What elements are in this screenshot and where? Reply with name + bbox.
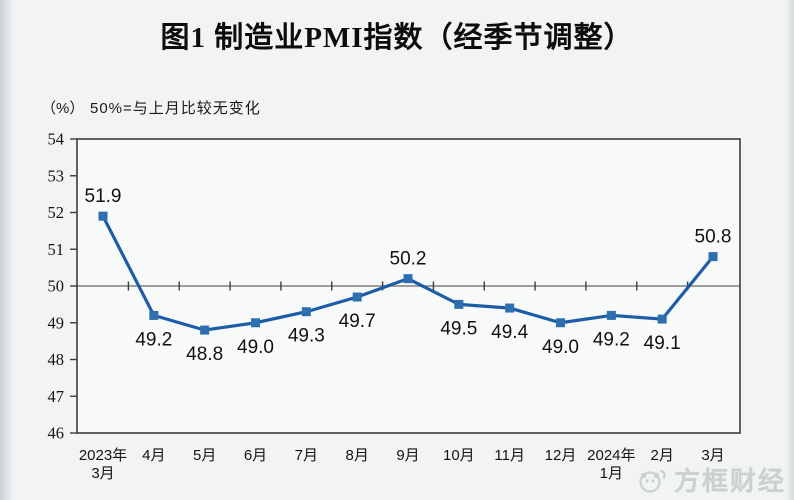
y-axis-tick-label: 49 — [48, 313, 65, 332]
x-axis-category-label: 11月 — [494, 447, 525, 464]
data-point-label: 49.2 — [593, 329, 630, 350]
data-point-label: 49.1 — [644, 333, 681, 354]
y-axis-tick-label: 47 — [48, 387, 65, 406]
data-point-label: 49.0 — [237, 337, 274, 358]
chart-title: 图1 制造业PMI指数（经季节调整） — [160, 22, 634, 54]
data-point-marker — [403, 274, 413, 284]
data-point-marker — [556, 318, 565, 328]
y-axis-tick-label: 54 — [48, 130, 65, 149]
x-axis-category-label: 1月 — [600, 465, 623, 482]
data-point-marker — [454, 299, 464, 309]
plot-border — [76, 138, 741, 434]
x-axis-category-label: 12月 — [545, 447, 577, 464]
data-point-marker — [352, 292, 362, 302]
chart-subtitle-row: （%） 50%=与上月比较无变化 — [0, 97, 794, 119]
data-point-marker — [98, 211, 108, 221]
data-point-marker — [149, 310, 159, 320]
data-point-label: 49.3 — [288, 326, 325, 347]
data-point-label: 49.4 — [491, 322, 528, 343]
panda-logo-icon — [639, 469, 666, 493]
reference-line-note: 50%=与上月比较无变化 — [90, 100, 261, 117]
page-right-edge-shadow — [786, 0, 794, 500]
data-point-label: 49.5 — [440, 318, 477, 339]
x-axis-category-label: 7月 — [295, 447, 318, 464]
x-axis-category-label: 2024年 — [587, 447, 635, 464]
data-point-marker — [606, 310, 616, 320]
x-axis-category-label: 6月 — [244, 447, 267, 464]
data-point-marker — [657, 314, 667, 324]
data-point-marker — [301, 307, 311, 317]
data-point-marker — [251, 318, 260, 328]
data-point-label: 50.2 — [390, 249, 427, 270]
data-point-marker — [505, 303, 515, 313]
y-axis-tick-label: 52 — [48, 203, 65, 222]
watermark-text: 方框财经 — [673, 466, 786, 496]
y-axis-tick-label: 53 — [48, 166, 65, 185]
data-point-label: 49.0 — [542, 337, 579, 358]
y-axis-tick-label: 51 — [48, 240, 65, 259]
page-left-edge-shadow — [0, 0, 14, 500]
data-point-label: 50.8 — [695, 227, 732, 248]
y-axis-tick-label: 50 — [48, 277, 65, 296]
y-axis-tick-label: 48 — [48, 350, 65, 369]
x-axis-category-label: 5月 — [193, 447, 216, 464]
data-point-marker — [200, 325, 210, 335]
y-axis-unit-label: （%） — [41, 100, 85, 117]
x-axis-category-label: 3月 — [701, 447, 724, 464]
data-point-label: 48.8 — [186, 344, 223, 365]
x-axis-category-label: 2月 — [650, 447, 673, 464]
x-axis-category-label: 2023年 — [79, 447, 127, 464]
x-axis-category-label: 10月 — [443, 447, 475, 464]
data-point-label: 51.9 — [85, 186, 122, 207]
x-axis-category-label: 9月 — [396, 447, 419, 464]
x-axis-category-label: 3月 — [91, 465, 114, 482]
x-axis-category-label: 8月 — [345, 447, 368, 464]
watermark: 方框财经 — [637, 461, 786, 498]
data-point-marker — [708, 252, 718, 262]
y-axis-tick-label: 46 — [48, 424, 65, 443]
data-point-label: 49.2 — [135, 329, 172, 350]
data-point-label: 49.7 — [339, 311, 376, 332]
x-axis-category-label: 4月 — [142, 447, 165, 464]
